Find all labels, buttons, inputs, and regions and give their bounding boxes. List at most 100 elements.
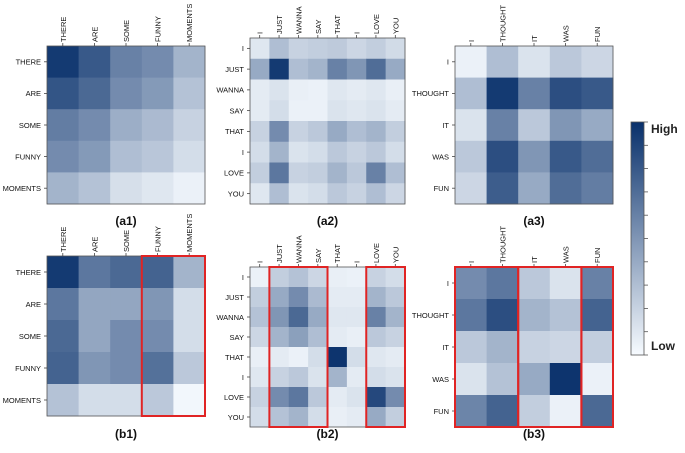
heatmap-cell bbox=[110, 109, 143, 142]
heatmap-cell bbox=[366, 183, 387, 205]
heatmap-cell bbox=[455, 46, 487, 78]
col-tick-label: IT bbox=[530, 256, 539, 263]
heatmap-cell bbox=[581, 46, 614, 78]
heatmap-cell bbox=[269, 141, 290, 163]
heatmap-cell bbox=[308, 407, 328, 428]
heatmap-cell bbox=[486, 395, 519, 428]
heatmap-cell bbox=[78, 46, 111, 78]
col-tick-label: I bbox=[353, 32, 362, 34]
row-tick-label: ARE bbox=[26, 89, 41, 98]
colorbar-high-label: High bbox=[651, 122, 678, 136]
heatmap-cell bbox=[250, 162, 270, 184]
heatmap-cell bbox=[518, 299, 551, 332]
heatmap-cell bbox=[250, 183, 270, 205]
row-tick-label: WAS bbox=[432, 152, 449, 161]
heatmap-cell bbox=[288, 347, 309, 368]
heatmap-cell bbox=[173, 352, 206, 385]
heatmap-cell bbox=[308, 367, 328, 388]
heatmap-cell bbox=[110, 140, 143, 173]
heatmap-cell bbox=[269, 79, 290, 101]
heatmap-cell bbox=[288, 367, 309, 388]
highlight-box bbox=[365, 266, 406, 428]
heatmap-cell bbox=[581, 267, 614, 300]
heatmap-cell bbox=[47, 77, 79, 110]
heatmap-cell bbox=[385, 307, 406, 328]
heatmap-cell bbox=[346, 183, 367, 205]
heatmap-panels: THERE ARE SOME FUNNY MOMENTS THERE ARE SOME FUNN… bbox=[3, 4, 615, 441]
col-tick-label: THOUGHT bbox=[498, 226, 507, 263]
row-tick-label: YOU bbox=[228, 189, 244, 198]
heatmap-panel: I JUST WANNA SAY THAT I LOVE YOU I JUST WANNA SAY TH… bbox=[216, 6, 406, 228]
heatmap-cell bbox=[549, 140, 582, 173]
heatmap-cell bbox=[385, 367, 406, 388]
heatmap-panel: THERE ARE SOME FUNNY MOMENTS THERE ARE SOME FUNN… bbox=[3, 4, 206, 228]
heatmap-cell bbox=[327, 347, 348, 368]
heatmap-cell bbox=[327, 162, 348, 184]
heatmap-cell bbox=[385, 121, 406, 143]
heatmap-panel: I THOUGHT IT WAS FUN I THOUGHT IT WAS FUN (b3) bbox=[412, 226, 615, 441]
row-tick-label: SAY bbox=[230, 106, 244, 115]
col-tick-label: LOVE bbox=[372, 14, 381, 34]
row-tick-label: FUNNY bbox=[15, 364, 41, 373]
heatmap-cell bbox=[327, 327, 348, 348]
heatmap-cell bbox=[269, 407, 290, 428]
heatmap-cell bbox=[141, 46, 174, 78]
heatmap-cell bbox=[518, 267, 551, 300]
heatmap-cell bbox=[269, 162, 290, 184]
col-tick-label: WAS bbox=[562, 246, 571, 263]
row-tick-label: FUNNY bbox=[15, 152, 41, 161]
col-tick-label: SAY bbox=[314, 20, 323, 34]
heatmap-cell bbox=[518, 46, 551, 78]
heatmap-cell bbox=[250, 327, 270, 348]
row-tick-label: THOUGHT bbox=[412, 89, 449, 98]
heatmap-cell bbox=[327, 267, 348, 288]
heatmap-cell bbox=[385, 141, 406, 163]
col-tick-label: SOME bbox=[122, 230, 131, 252]
heatmap-cell bbox=[141, 320, 174, 353]
heatmap-cell bbox=[47, 288, 79, 321]
col-tick-label: FUNNY bbox=[154, 16, 163, 42]
heatmap-cell bbox=[327, 387, 348, 408]
heatmap-cell bbox=[346, 307, 367, 328]
heatmap-cell bbox=[455, 140, 487, 173]
row-tick-label: SAY bbox=[230, 333, 244, 342]
row-tick-label: SOME bbox=[19, 121, 41, 130]
heatmap-cell bbox=[308, 307, 328, 328]
heatmap-cell bbox=[518, 77, 551, 110]
heatmap-cell bbox=[518, 363, 551, 396]
heatmap-cell bbox=[288, 387, 309, 408]
heatmap-cell bbox=[366, 162, 387, 184]
heatmap-cell bbox=[269, 58, 290, 80]
heatmap-cell bbox=[269, 121, 290, 143]
heatmap-cell bbox=[385, 183, 406, 205]
heatmap-cell bbox=[549, 331, 582, 364]
row-tick-label: I bbox=[447, 58, 449, 67]
heatmap-cell bbox=[173, 256, 206, 289]
row-tick-label: LOVE bbox=[224, 169, 244, 178]
heatmap-cell bbox=[47, 384, 79, 417]
row-tick-label: FUN bbox=[434, 184, 449, 193]
heatmap-cell bbox=[486, 267, 519, 300]
row-tick-label: MOMENTS bbox=[3, 184, 41, 193]
heatmap-cell bbox=[455, 299, 487, 332]
heatmap-cell bbox=[366, 307, 387, 328]
heatmap-cell bbox=[78, 256, 111, 289]
col-tick-label: FUNNY bbox=[154, 226, 163, 252]
heatmap-cell bbox=[110, 384, 143, 417]
heatmap-cell bbox=[327, 121, 348, 143]
heatmap-cell bbox=[581, 395, 614, 428]
heatmap-cell bbox=[366, 367, 387, 388]
heatmap-cell bbox=[78, 352, 111, 385]
heatmap-cell bbox=[327, 287, 348, 308]
row-tick-label: JUST bbox=[225, 65, 244, 74]
heatmap-cell bbox=[110, 172, 143, 205]
heatmap-cell bbox=[173, 140, 206, 173]
heatmap-cell bbox=[288, 121, 309, 143]
heatmap-cell bbox=[308, 387, 328, 408]
heatmap-cell bbox=[141, 109, 174, 142]
heatmap-cell bbox=[549, 299, 582, 332]
heatmap-cell bbox=[327, 367, 348, 388]
heatmap-cell bbox=[366, 327, 387, 348]
heatmap-cell bbox=[385, 100, 406, 122]
heatmap-cell bbox=[250, 347, 270, 368]
